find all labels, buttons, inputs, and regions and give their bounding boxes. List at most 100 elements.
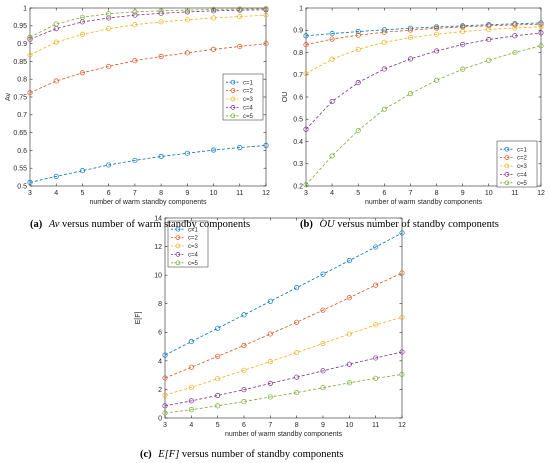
- y-tick-label: 0.8: [17, 77, 27, 84]
- data-point: [320, 271, 326, 277]
- data-point: [303, 71, 309, 77]
- caption-b-text: versus number of standby components: [337, 219, 499, 230]
- chart-panel-b: 3 4 5 6 7 8 9 10 11 12 0.2 0.3 0.4 0.5 0.6 0.7 0.8 0.9 1 nu…: [282, 5, 545, 206]
- data-point: [211, 6, 217, 12]
- data-point: [184, 150, 190, 156]
- x-tick-label: 3: [28, 190, 32, 197]
- series-line: [305, 45, 542, 186]
- data-point: [188, 407, 194, 413]
- data-point: [241, 367, 247, 373]
- data-point: [294, 390, 300, 396]
- data-point: [329, 153, 335, 159]
- data-point: [132, 157, 138, 163]
- data-point: [399, 371, 405, 377]
- y-tick-label: 0.65: [13, 130, 27, 137]
- data-point: [538, 43, 544, 49]
- legend-entry: c=2: [517, 156, 528, 162]
- data-point: [106, 26, 112, 32]
- data-point: [486, 23, 492, 29]
- caption-a-label: (a): [30, 219, 43, 230]
- caption-c: (c) E[F] versus number of standby compon…: [140, 449, 343, 460]
- data-point: [512, 22, 518, 28]
- data-point: [215, 376, 221, 382]
- data-point: [158, 153, 164, 160]
- data-point: [460, 66, 466, 72]
- y-tick-label: 0.2: [293, 183, 303, 190]
- data-point: [538, 24, 544, 30]
- data-point: [460, 41, 466, 48]
- y-tick-label: 0.3: [293, 161, 303, 168]
- series-line: [164, 351, 403, 407]
- series-line: [305, 32, 542, 130]
- chart-panel-a: 3 4 5 6 7 8 9 10 11 12 0.5 0.55 0.6 0.65 0.7 0.75 0.8 0.8…: [5, 5, 270, 206]
- x-tick-label: 11: [236, 190, 243, 197]
- data-point: [329, 36, 335, 42]
- y-tick-label: 0.5: [293, 117, 303, 124]
- legend-entry: c=5: [188, 261, 199, 267]
- legend-entry: c=1: [188, 227, 199, 233]
- data-point: [434, 25, 440, 31]
- x-tick-label: 9: [461, 190, 465, 197]
- series-c-3: [162, 314, 405, 398]
- data-point: [184, 17, 190, 23]
- data-point: [303, 182, 309, 188]
- data-point: [241, 342, 247, 348]
- data-point: [211, 147, 217, 153]
- y-tick-label: 0.9: [293, 28, 303, 35]
- data-point: [162, 403, 168, 409]
- y-tick-label: 0.6: [17, 148, 27, 155]
- series-line: [164, 374, 403, 414]
- legend-entry: c=3: [188, 244, 199, 250]
- legend-entry: c=3: [517, 164, 528, 170]
- data-point: [373, 355, 379, 361]
- y-tick-label: 0.5: [17, 183, 27, 190]
- data-point: [79, 168, 85, 174]
- data-point: [162, 375, 168, 381]
- data-point: [303, 42, 309, 48]
- series-line: [29, 145, 267, 183]
- data-point: [294, 374, 300, 380]
- x-tick-label: 6: [382, 190, 386, 197]
- x-tick-label: 5: [80, 190, 84, 197]
- series-c-2: [162, 270, 405, 381]
- chart-panel-c: 3 4 5 6 7 8 9 10 11 12 0 2 4 6 8 10 12 14 number of warm s…: [135, 215, 406, 438]
- legend: c=1 c=2 c=3 c=4 c=5: [167, 220, 209, 268]
- y-tick-label: 0.85: [13, 59, 27, 66]
- data-point: [53, 173, 59, 179]
- data-point: [263, 6, 269, 12]
- y-tick-label: 0.75: [13, 94, 27, 101]
- caption-c-label: (c): [140, 449, 152, 460]
- data-point: [381, 66, 387, 72]
- data-point: [241, 387, 247, 393]
- data-point: [355, 29, 361, 35]
- data-point: [211, 46, 217, 52]
- legend-entry: c=4: [517, 173, 528, 179]
- data-point: [79, 31, 85, 37]
- data-point: [158, 53, 164, 59]
- data-point: [346, 361, 352, 367]
- data-point: [237, 6, 243, 12]
- data-point: [27, 179, 33, 185]
- series-line: [305, 22, 542, 37]
- legend-swatch-marker: [230, 88, 236, 93]
- data-point: [373, 322, 379, 328]
- legend-entry: c=5: [243, 114, 254, 120]
- y-tick-label: 0.95: [13, 23, 27, 30]
- data-point: [53, 39, 59, 45]
- x-tick-label: 8: [435, 190, 439, 197]
- y-axis-label: E[F]: [135, 312, 142, 325]
- x-tick-label: 11: [372, 422, 379, 429]
- data-point: [320, 340, 326, 346]
- data-point: [267, 394, 273, 400]
- legend-entry: c=4: [243, 106, 254, 112]
- data-point: [27, 52, 33, 58]
- series-line: [164, 272, 403, 379]
- data-point: [184, 7, 190, 13]
- data-point: [162, 410, 168, 416]
- data-point: [407, 27, 413, 33]
- legend-swatch-marker: [504, 163, 510, 169]
- legend-swatch-marker: [175, 226, 181, 232]
- x-tick-label: 10: [210, 190, 218, 197]
- data-point: [407, 35, 413, 41]
- data-point: [188, 364, 194, 370]
